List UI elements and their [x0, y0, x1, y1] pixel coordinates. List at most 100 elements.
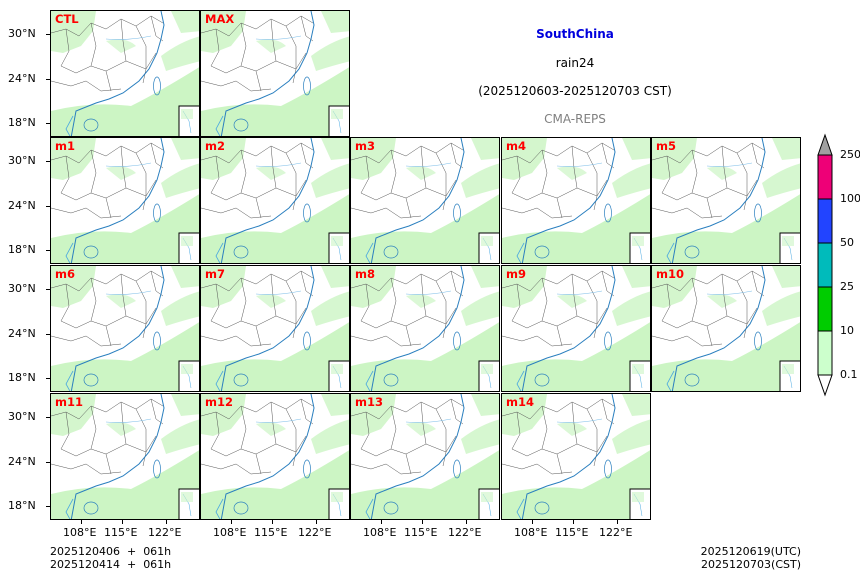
member-label: m2	[205, 139, 225, 153]
colorbar-level-label: 10	[840, 324, 854, 337]
lon-tick-mark	[316, 520, 317, 524]
lon-tick-label: 115°E	[254, 526, 288, 539]
rainfall-map	[201, 11, 349, 136]
lon-tick-mark	[532, 520, 533, 524]
colorbar-segment	[817, 154, 833, 200]
member-label: m13	[355, 395, 383, 409]
member-label: m12	[205, 395, 233, 409]
lon-tick-label: 108°E	[213, 526, 247, 539]
colorbar-level-label: 25	[840, 280, 854, 293]
member-label: m11	[55, 395, 83, 409]
colorbar-level-label: 0.1	[840, 368, 858, 381]
member-label: m6	[55, 267, 75, 281]
lon-tick-label: 122°E	[599, 526, 633, 539]
variable-title: rain24	[555, 56, 595, 70]
lon-tick-label: 115°E	[404, 526, 438, 539]
map-panel-m13: m13	[350, 393, 500, 520]
rainfall-map	[502, 138, 650, 263]
map-panel-m2: m2	[200, 137, 350, 264]
lon-tick-label: 108°E	[514, 526, 548, 539]
valid-cst: 2025120703(CST)	[701, 558, 801, 571]
rainfall-map	[502, 394, 650, 519]
lat-tick-label: 18°N	[8, 371, 36, 384]
lat-tick-label: 30°N	[8, 282, 36, 295]
colorbar	[817, 133, 833, 397]
member-label: m5	[656, 139, 676, 153]
colorbar-segment	[817, 330, 833, 376]
lat-tick-label: 18°N	[8, 116, 36, 129]
map-panel-m4: m4	[501, 137, 651, 264]
colorbar-level-label: 100	[840, 192, 860, 205]
rainfall-map	[51, 11, 199, 136]
colorbar-level-label: 50	[840, 236, 854, 249]
init-time-footer: 2025120406 + 061h 2025120414 + 061h	[50, 545, 171, 571]
lon-tick-mark	[122, 520, 123, 524]
map-panel-m6: m6	[50, 265, 200, 392]
lat-tick-label: 18°N	[8, 499, 36, 512]
member-label: m9	[506, 267, 526, 281]
map-panel-m3: m3	[350, 137, 500, 264]
map-panel-m14: m14	[501, 393, 651, 520]
lat-tick-label: 24°N	[8, 455, 36, 468]
lat-tick-label: 24°N	[8, 72, 36, 85]
map-panel-m8: m8	[350, 265, 500, 392]
member-label: m14	[506, 395, 534, 409]
init-line-2: 2025120414 + 061h	[50, 558, 172, 571]
map-panel-m7: m7	[200, 265, 350, 392]
map-panel-ctl: CTL	[50, 10, 200, 137]
lon-tick-mark	[272, 520, 273, 524]
rainfall-map	[351, 266, 499, 391]
lon-tick-mark	[573, 520, 574, 524]
rainfall-map	[351, 394, 499, 519]
colorbar-segment	[817, 242, 833, 288]
member-label: m4	[506, 139, 526, 153]
lon-tick-mark	[617, 520, 618, 524]
rainfall-map	[502, 266, 650, 391]
lat-tick-label: 30°N	[8, 27, 36, 40]
member-label: m10	[656, 267, 684, 281]
lat-tick-mark	[46, 506, 50, 507]
map-panel-m5: m5	[651, 137, 801, 264]
rainfall-map	[51, 266, 199, 391]
colorbar-segment	[817, 286, 833, 332]
lon-tick-label: 108°E	[63, 526, 97, 539]
lon-tick-mark	[81, 520, 82, 524]
lat-tick-mark	[46, 417, 50, 418]
rainfall-map	[201, 394, 349, 519]
lat-tick-label: 24°N	[8, 199, 36, 212]
map-panel-m1: m1	[50, 137, 200, 264]
lat-tick-mark	[46, 250, 50, 251]
member-label: CTL	[55, 12, 79, 26]
rainfall-map	[201, 266, 349, 391]
lon-tick-mark	[466, 520, 467, 524]
lon-tick-mark	[381, 520, 382, 524]
lon-tick-mark	[166, 520, 167, 524]
lat-tick-label: 30°N	[8, 410, 36, 423]
map-panel-m9: m9	[501, 265, 651, 392]
lon-tick-label: 115°E	[555, 526, 589, 539]
rainfall-map	[201, 138, 349, 263]
member-label: m8	[355, 267, 375, 281]
member-label: m7	[205, 267, 225, 281]
map-panel-m10: m10	[651, 265, 801, 392]
colorbar-level-label: 250	[840, 148, 860, 161]
lon-tick-label: 115°E	[104, 526, 138, 539]
member-label: MAX	[205, 12, 235, 26]
lat-tick-mark	[46, 79, 50, 80]
valid-time-footer: 2025120619(UTC) 2025120703(CST)	[690, 545, 801, 571]
lon-tick-label: 122°E	[298, 526, 332, 539]
valid-utc: 2025120619(UTC)	[700, 545, 801, 558]
map-panel-m12: m12	[200, 393, 350, 520]
lat-tick-mark	[46, 34, 50, 35]
lon-tick-label: 122°E	[448, 526, 482, 539]
rainfall-map	[351, 138, 499, 263]
rainfall-map	[652, 266, 800, 391]
region-title: SouthChina	[536, 27, 614, 41]
lat-tick-mark	[46, 334, 50, 335]
colorbar-segment	[817, 198, 833, 244]
lat-tick-label: 30°N	[8, 154, 36, 167]
map-panel-max: MAX	[200, 10, 350, 137]
rainfall-map	[51, 394, 199, 519]
init-line-1: 2025120406 + 061h	[50, 545, 172, 558]
